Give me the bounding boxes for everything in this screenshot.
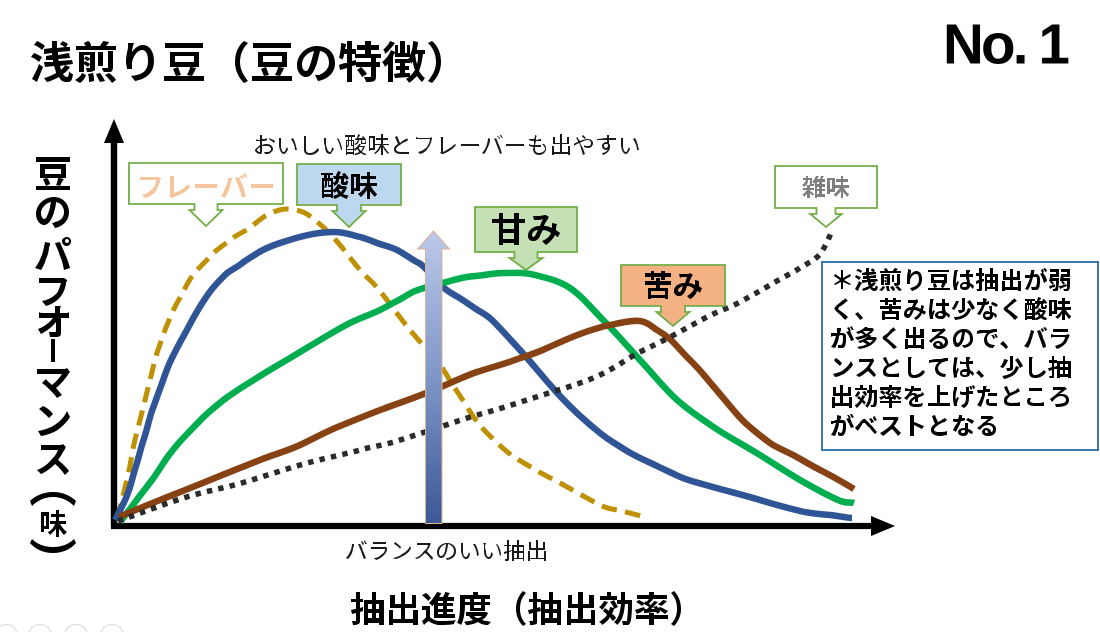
svg-text:No. 1: No. 1: [943, 13, 1069, 76]
